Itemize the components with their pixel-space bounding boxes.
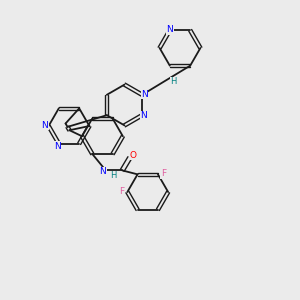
Text: N: N	[99, 167, 106, 176]
Text: N: N	[167, 25, 173, 34]
Text: N: N	[54, 142, 61, 151]
Text: F: F	[161, 169, 166, 178]
Text: N: N	[140, 111, 147, 120]
Text: H: H	[110, 171, 116, 180]
Text: H: H	[170, 77, 177, 86]
Text: N: N	[141, 90, 148, 99]
Text: O: O	[129, 151, 136, 160]
Text: N: N	[42, 121, 48, 130]
Text: F: F	[119, 187, 124, 196]
